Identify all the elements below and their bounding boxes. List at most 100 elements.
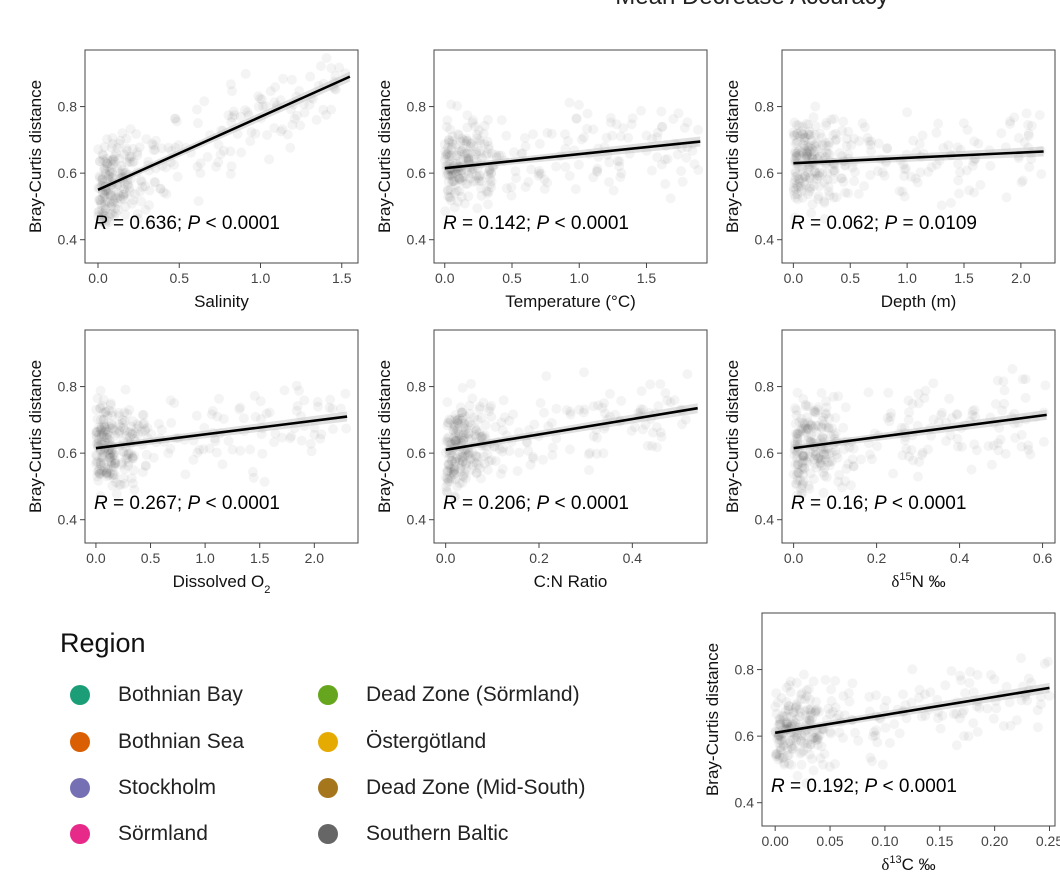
data-point xyxy=(936,410,947,421)
data-point xyxy=(847,454,858,465)
data-point xyxy=(459,411,470,422)
stat-r-symbol: R xyxy=(771,776,785,797)
data-point xyxy=(783,700,794,711)
data-point xyxy=(810,446,821,457)
data-point xyxy=(880,722,891,733)
data-point xyxy=(669,395,680,406)
data-point xyxy=(93,466,104,477)
data-point xyxy=(948,709,959,719)
data-point xyxy=(647,441,658,451)
data-point xyxy=(232,129,243,139)
figure-title: Mean Decrease Accuracy xyxy=(615,0,888,10)
data-point xyxy=(92,414,103,425)
data-point xyxy=(677,419,687,430)
y-tick-label: 0.4 xyxy=(755,512,775,528)
data-point xyxy=(806,716,817,727)
data-point xyxy=(452,452,463,463)
data-point xyxy=(209,433,220,444)
data-point xyxy=(932,694,943,705)
data-point xyxy=(791,449,802,460)
data-point xyxy=(794,162,805,172)
data-point xyxy=(903,414,914,425)
data-point xyxy=(837,151,848,162)
x-tick-label: 1.5 xyxy=(250,550,270,566)
data-point xyxy=(1016,695,1027,706)
data-point xyxy=(144,200,155,211)
data-point xyxy=(113,188,124,199)
data-point xyxy=(527,451,538,462)
data-point xyxy=(466,164,477,175)
data-point xyxy=(647,133,657,144)
data-point xyxy=(127,453,138,464)
data-point xyxy=(821,472,832,483)
data-point xyxy=(97,208,108,219)
data-point xyxy=(804,129,815,140)
data-point xyxy=(899,435,910,446)
data-point xyxy=(236,147,247,158)
data-point xyxy=(448,465,459,476)
data-point xyxy=(213,139,224,150)
data-point xyxy=(826,456,837,467)
data-point xyxy=(131,129,142,139)
fit-line xyxy=(95,415,348,450)
data-point xyxy=(840,187,851,198)
data-point xyxy=(479,458,490,469)
data-point xyxy=(901,163,911,174)
data-point xyxy=(848,461,859,472)
data-point xyxy=(830,412,841,423)
data-point xyxy=(584,447,595,458)
x-tick-label: 0.5 xyxy=(502,270,522,286)
data-point xyxy=(808,173,819,184)
data-point xyxy=(444,453,455,464)
data-point xyxy=(95,460,106,471)
data-point xyxy=(693,124,704,135)
legend-title: Region xyxy=(60,628,146,658)
data-point xyxy=(132,150,143,161)
data-point xyxy=(468,115,479,126)
data-point xyxy=(642,440,653,451)
data-point xyxy=(660,388,671,399)
data-point xyxy=(660,154,671,165)
data-point xyxy=(474,428,485,439)
data-point xyxy=(772,733,783,744)
y-axis-label: Bray-Curtis distance xyxy=(723,80,742,233)
legend-dot xyxy=(70,732,90,752)
scatter-points xyxy=(788,101,1047,224)
data-point xyxy=(123,457,134,468)
data-point xyxy=(938,143,949,153)
data-point xyxy=(98,452,108,463)
data-point xyxy=(791,120,802,130)
data-point xyxy=(771,749,782,760)
data-point xyxy=(119,478,130,489)
legend-dot xyxy=(318,685,338,705)
data-point xyxy=(803,167,813,178)
data-point xyxy=(445,170,456,181)
data-point xyxy=(1044,690,1055,701)
data-point xyxy=(781,719,792,730)
data-point xyxy=(444,476,455,487)
data-point xyxy=(848,461,859,471)
data-point xyxy=(866,136,877,147)
data-point xyxy=(442,185,453,196)
data-point xyxy=(534,168,545,179)
data-point xyxy=(806,135,817,146)
y-tick-label: 0.8 xyxy=(755,99,775,115)
data-point xyxy=(94,469,105,480)
data-point xyxy=(679,122,690,133)
stat-r-value: = 0.16; xyxy=(805,493,874,514)
data-point xyxy=(256,429,267,440)
data-point xyxy=(120,209,130,220)
data-point xyxy=(831,192,842,203)
data-point xyxy=(460,428,471,439)
data-point xyxy=(119,149,130,160)
data-point xyxy=(99,213,110,224)
data-point xyxy=(934,155,945,166)
data-point xyxy=(815,458,826,469)
data-point xyxy=(916,711,927,722)
data-point xyxy=(995,434,1006,445)
data-point xyxy=(306,446,317,457)
data-point xyxy=(453,418,463,429)
data-point xyxy=(799,143,810,154)
data-point xyxy=(968,718,979,729)
data-point xyxy=(469,412,480,423)
